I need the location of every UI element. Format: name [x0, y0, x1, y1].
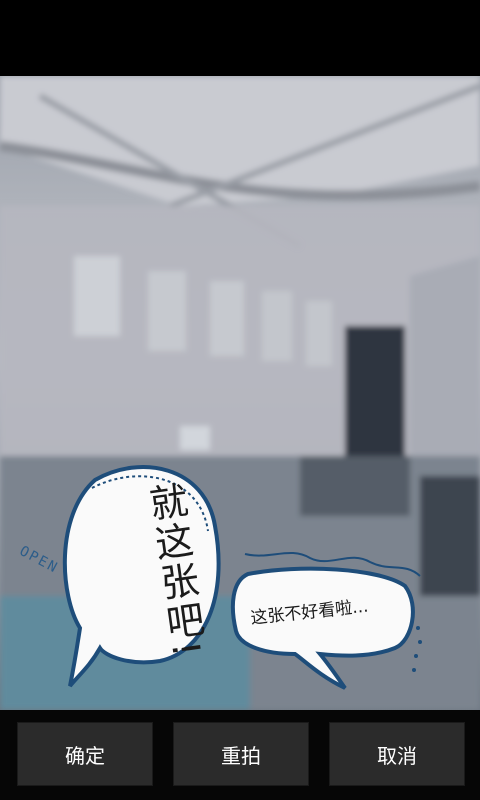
camera-preview	[0, 76, 480, 710]
retake-button[interactable]: 重拍	[173, 722, 309, 786]
confirm-button[interactable]: 确定	[17, 722, 153, 786]
top-black-bar	[0, 0, 480, 76]
secondary-speech-bubble	[230, 566, 415, 690]
blurred-room-photo	[0, 76, 480, 710]
cancel-button[interactable]: 取消	[329, 722, 465, 786]
main-speech-bubble	[62, 465, 221, 688]
